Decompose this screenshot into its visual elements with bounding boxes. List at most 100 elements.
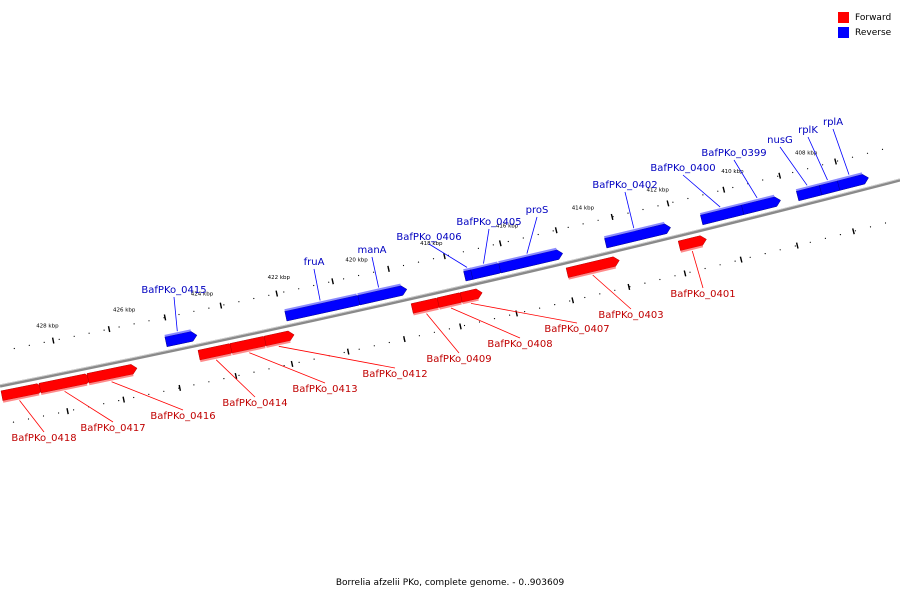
gene-label: BafPKo_0406: [396, 232, 461, 243]
scale-dot: [178, 313, 180, 316]
scale-tick: [403, 336, 406, 343]
scale-dot: [103, 329, 105, 331]
gene-label: BafPKo_0418: [11, 433, 76, 444]
scale-dot: [283, 291, 285, 293]
gene-leader-line: [624, 191, 635, 229]
scale-dot: [672, 201, 674, 203]
gene-arrow-shade: [439, 302, 462, 310]
tick-label: 426 kbp: [113, 308, 136, 314]
gene-leader-line: [733, 159, 758, 199]
scale-dot: [657, 205, 659, 207]
scale-dot: [27, 418, 30, 420]
scale-dot: [794, 245, 796, 247]
gene-label: BafPKo_0417: [80, 423, 145, 434]
scale-dot: [824, 237, 827, 239]
scale-dot: [358, 274, 360, 277]
scale-tick: [610, 213, 614, 221]
scale-dot: [73, 335, 75, 337]
scale-dot: [133, 396, 135, 399]
scale-tick: [778, 172, 782, 179]
scale-tick: [107, 326, 111, 333]
forward-swatch: [838, 12, 849, 23]
scale-dot: [509, 314, 511, 316]
scale-dot: [42, 415, 45, 417]
gene-label: BafPKo_0412: [362, 369, 427, 380]
gene-leader-line: [426, 313, 460, 354]
scale-dot: [148, 393, 150, 395]
gene-leader-line: [691, 250, 704, 289]
gene-bafpko_0409: BafPKo_0409: [410, 297, 492, 365]
gene-leader-line: [470, 303, 578, 324]
scale-dot: [298, 361, 300, 363]
gene-leader-line: [526, 216, 538, 254]
scale-tick: [163, 314, 167, 321]
scale-dot: [313, 358, 315, 360]
scale-tick: [834, 158, 837, 165]
scale-tick: [739, 256, 743, 263]
scale-dot: [268, 294, 270, 296]
gene-leader-line: [249, 352, 326, 384]
legend-item-forward: Forward: [838, 10, 891, 25]
scale-dot: [238, 301, 240, 303]
scale-dot: [702, 194, 704, 196]
scale-dot: [12, 421, 15, 423]
scale-dot: [193, 384, 195, 386]
scale-dot: [118, 326, 120, 328]
gene-arrow-shade: [470, 261, 498, 270]
gene-leader-line: [682, 174, 721, 208]
scale-tick: [666, 200, 670, 207]
gene-arrow: [357, 285, 408, 306]
gene-leader-line: [111, 381, 184, 411]
gene-track: BafPKo_0418 BafPKo_0417 BafPKo_0416 BafPKo_…: [0, 117, 869, 444]
scale-dot: [373, 345, 375, 347]
gene-arrow-shade: [200, 353, 232, 363]
scale-dot: [163, 390, 165, 392]
scale-dot: [103, 403, 105, 405]
gene-arrow-shade: [462, 298, 479, 305]
gene-arrow: [836, 174, 869, 191]
scale-dot: [58, 338, 60, 340]
scale-tick: [51, 337, 55, 344]
scale-dot: [719, 264, 721, 266]
tick-label: 422 kbp: [268, 275, 291, 281]
tick-label: 408 kbp: [795, 151, 818, 157]
scale-dot: [313, 284, 315, 287]
scale-tick: [683, 270, 687, 277]
gene-arrow-shade: [463, 267, 472, 272]
gene-leader-line: [483, 228, 490, 264]
gene-arrow-shade: [568, 266, 616, 280]
scale-dot: [478, 321, 481, 323]
scale-dot: [614, 289, 616, 291]
scale-dot: [223, 378, 225, 380]
gene-bafpko_0415: BafPKo_0415: [141, 285, 207, 347]
gene-rplk: rplK: [798, 125, 844, 196]
scale-dot: [537, 233, 539, 236]
scale-dot: [298, 288, 300, 290]
scale-dot: [358, 348, 360, 350]
gene-label: rplK: [798, 125, 818, 136]
gene-arrow: [459, 288, 483, 303]
scale-tick: [275, 290, 279, 297]
gene-bafpko_0418: BafPKo_0418: [0, 383, 77, 444]
gene-nusg: nusG: [767, 135, 826, 202]
scale-dot: [749, 256, 751, 258]
scale-tick: [387, 265, 390, 272]
gene-leader-line: [313, 268, 321, 301]
gene-leader-line: [832, 128, 850, 175]
scale-dot: [43, 341, 45, 343]
gene-label: BafPKo_0400: [650, 163, 715, 174]
tick-label: 410 kbp: [721, 169, 744, 175]
scale-dot: [208, 381, 210, 383]
legend-label-reverse: Reverse: [855, 27, 892, 38]
gene-label: nusG: [767, 135, 793, 146]
gene-label: BafPKo_0403: [598, 310, 663, 321]
scale-dot: [208, 307, 210, 309]
tick-label: 414 kbp: [572, 206, 595, 212]
scale-dot: [597, 219, 599, 221]
scale-dot: [492, 244, 494, 246]
gene-arrow: [164, 331, 198, 347]
gene-bafpko_0405: BafPKo_0405: [456, 217, 522, 280]
scale-dot: [13, 347, 15, 350]
gene-bafpko_0401: BafPKo_0401: [670, 235, 736, 300]
scale-dot: [462, 251, 464, 253]
